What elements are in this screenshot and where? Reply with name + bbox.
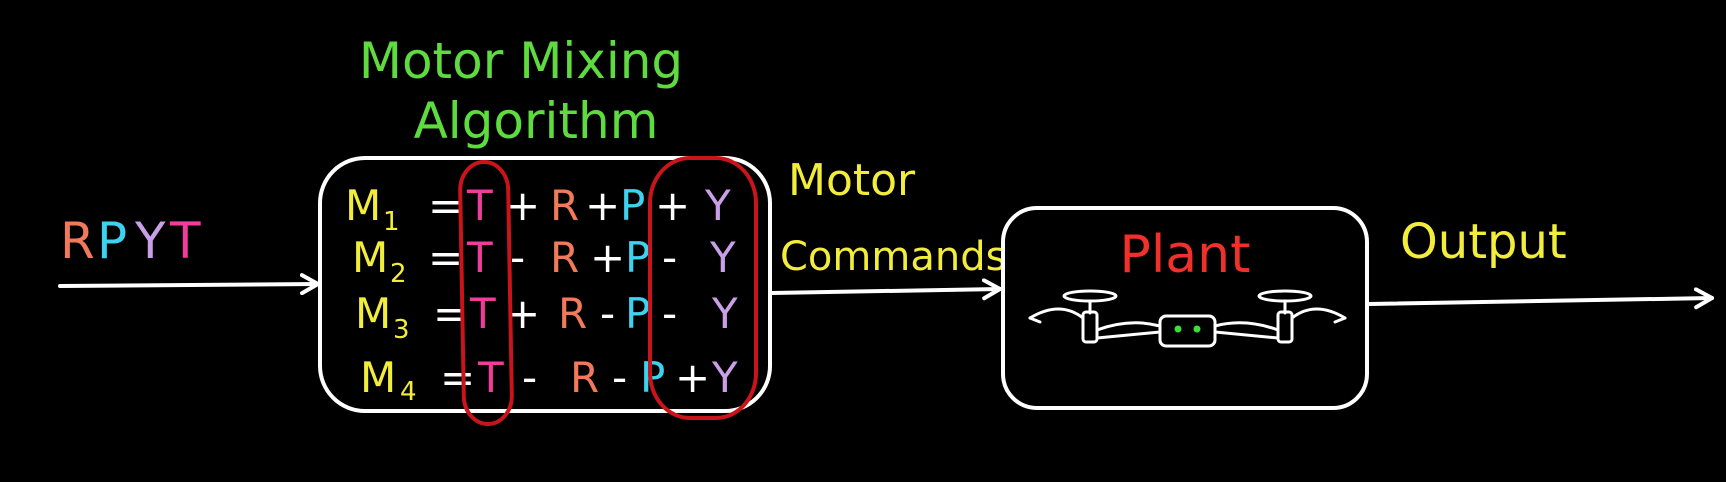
pitch-term: P [620,181,645,230]
operator: - [612,353,627,402]
thrust-term: T [477,353,504,402]
operator: - [510,233,525,282]
operator: + [505,181,540,230]
thrust-term: T [466,233,493,282]
motor-subscript: 1 [383,207,400,237]
equation-row: M 1 = T + R + P + Y [345,181,731,237]
equation-row: M 2 = T - R + P - Y [352,233,736,289]
roll-term: R [558,289,587,338]
operator: + [585,181,620,230]
motor-subscript: 4 [400,377,417,407]
pitch-term: P [625,289,650,338]
yaw-term: Y [709,233,736,282]
diagram-title-line-2: Algorithm [414,92,659,150]
output-arrow [1367,287,1714,310]
input-arrow [58,273,320,296]
motor-subscript: 3 [393,315,410,345]
thrust-term: T [466,181,493,230]
yaw-term: Y [711,353,738,402]
motor-symbol: M [355,289,391,338]
operator: + [590,233,625,282]
thrust-column-highlight [458,160,514,426]
roll-term: R [550,181,579,230]
operator: - [662,233,677,282]
yaw-term: Y [711,289,738,338]
input-letter-y: Y [134,212,166,270]
operator: - [600,289,615,338]
equals-sign: = [428,181,463,230]
motor-commands-label-line-1: Motor [788,155,916,206]
roll-term: R [570,353,599,402]
mixing-block [318,156,772,413]
plant-block [1001,206,1369,410]
input-letter-t: T [169,212,201,270]
operator: - [522,353,537,402]
output-label: Output [1400,214,1567,270]
equals-sign: = [440,353,475,402]
equation-row: M 4 = T - R - P + Y [360,353,738,407]
input-label-rpyt: R P Y T [60,212,201,270]
yaw-column-highlight [648,156,758,420]
operator: - [662,289,677,338]
quadcopter-drone-icon [1028,289,1347,348]
motor-symbol: M [360,353,396,402]
mixing-equations: M 1 = T + R + P + Y M 2 = T - R + P - Y … [345,181,738,407]
motor-symbol: M [352,233,388,282]
thrust-term: T [469,289,496,338]
plant-label: Plant [1119,225,1250,285]
motor-subscript: 2 [390,259,407,289]
pitch-term: P [625,233,650,282]
input-letter-r: R [60,212,95,270]
equals-sign: = [428,233,463,282]
motor-commands-arrow [770,278,1002,301]
input-letter-p: P [97,212,127,270]
diagram-title-line-1: Motor Mixing [359,32,683,90]
yaw-term: Y [704,181,731,230]
roll-term: R [550,233,579,282]
operator: + [655,181,690,230]
motor-commands-label-line-2: Commands [780,234,1006,280]
motor-symbol: M [345,181,381,230]
equation-row: M 3 = T + R - P - Y [355,289,738,345]
operator: + [675,353,710,402]
